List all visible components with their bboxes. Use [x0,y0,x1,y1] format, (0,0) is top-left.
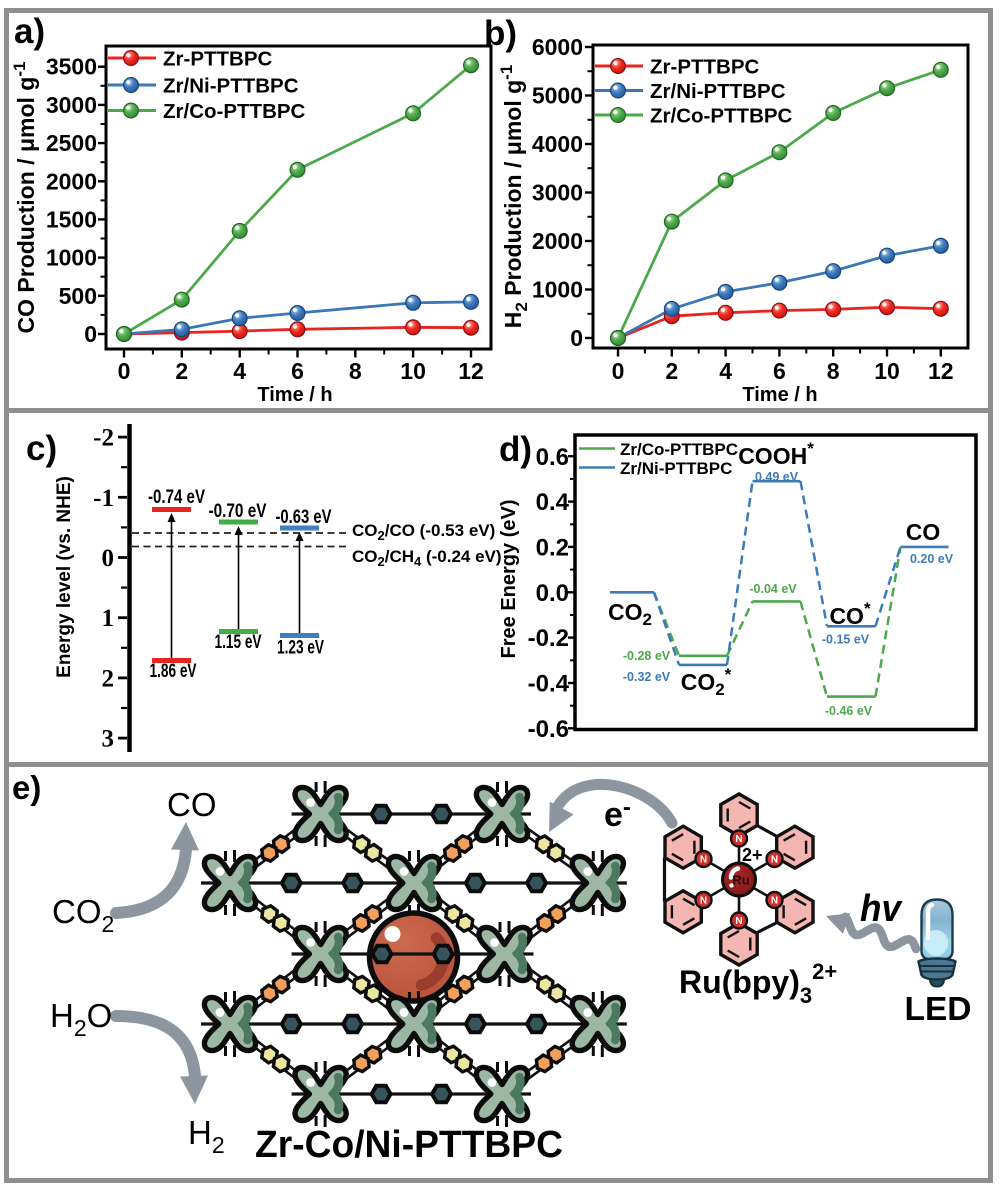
svg-text:2000: 2000 [46,168,97,194]
svg-text:N: N [771,855,778,866]
svg-text:-0.6: -0.6 [528,716,569,743]
svg-text:0: 0 [84,321,97,347]
svg-text:2: 2 [665,358,678,384]
svg-text:CO2/CO (-0.53 eV): CO2/CO (-0.53 eV) [352,521,495,543]
svg-text:H2 Production / μmol g-1: H2 Production / μmol g-1 [497,65,531,329]
svg-text:0.49 eV: 0.49 eV [755,470,799,484]
svg-text:6: 6 [291,358,304,384]
svg-text:2000: 2000 [532,228,583,254]
svg-text:LED: LED [905,990,972,1027]
svg-text:8: 8 [827,358,840,384]
svg-text:Free Energy (eV): Free Energy (eV) [498,500,520,659]
svg-text:12: 12 [928,358,954,384]
svg-text:-0.74 eV: -0.74 eV [148,487,205,508]
svg-text:a): a) [14,12,45,51]
svg-text:-2: -2 [93,425,114,452]
svg-text:Zr-PTTBPC: Zr-PTTBPC [650,56,760,79]
svg-text:N: N [700,896,707,907]
svg-text:1: 1 [102,605,115,632]
svg-text:500: 500 [59,283,97,309]
svg-text:Zr-PTTBPC: Zr-PTTBPC [163,48,273,71]
svg-text:CO2/CH4 (-0.24 eV): CO2/CH4 (-0.24 eV) [352,547,502,569]
svg-text:0.4: 0.4 [536,489,570,516]
svg-text:6000: 6000 [532,34,583,60]
svg-text:-0.15 eV: -0.15 eV [822,633,870,647]
svg-text:3000: 3000 [46,92,97,118]
svg-text:b): b) [484,14,517,53]
svg-text:-1: -1 [93,485,114,512]
svg-text:Time / h: Time / h [742,384,817,406]
svg-text:Energy level (vs. NHE): Energy level (vs. NHE) [54,476,75,678]
svg-text:e-: e- [604,794,631,834]
svg-text:10: 10 [874,358,900,384]
svg-text:1000: 1000 [532,277,583,303]
svg-text:0.2: 0.2 [536,534,569,561]
svg-text:3: 3 [102,726,115,753]
svg-text:Ru: Ru [732,873,749,888]
svg-text:CO2: CO2 [52,893,114,937]
svg-text:3000: 3000 [532,180,583,206]
svg-text:CO: CO [906,519,941,545]
svg-text:CO Production / μmol g-1: CO Production / μmol g-1 [10,62,39,334]
svg-text:N: N [735,834,742,845]
svg-text:CO*: CO* [829,599,871,629]
svg-text:8: 8 [349,358,362,384]
svg-text:4: 4 [233,358,246,384]
svg-text:-0.4: -0.4 [528,671,570,698]
svg-text:2+: 2+ [742,845,763,865]
svg-text:Zr-Co/Ni-PTTBPC: Zr-Co/Ni-PTTBPC [255,1124,563,1166]
svg-text:Zr/Ni-PTTBPC: Zr/Ni-PTTBPC [650,80,786,103]
svg-text:2500: 2500 [46,130,97,156]
svg-text:-0.32 eV: -0.32 eV [623,670,671,684]
svg-text:-0.04 eV: -0.04 eV [749,582,797,596]
svg-text:Time / h: Time / h [257,384,332,406]
svg-text:5000: 5000 [532,83,583,109]
svg-text:H2O: H2O [50,997,112,1041]
svg-text:-0.46 eV: -0.46 eV [825,704,873,718]
svg-text:Zr/Ni-PTTBPC: Zr/Ni-PTTBPC [163,75,299,98]
svg-text:-0.63 eV: -0.63 eV [276,507,332,528]
svg-text:2: 2 [102,665,115,692]
svg-text:6: 6 [773,358,786,384]
svg-text:CO2: CO2 [608,599,652,629]
svg-text:4: 4 [719,358,732,384]
svg-text:1.23 eV: 1.23 eV [277,638,324,659]
svg-text:N: N [771,896,778,907]
svg-text:-0.70 eV: -0.70 eV [209,501,267,522]
svg-text:c): c) [26,429,57,468]
svg-text:-0.2: -0.2 [528,625,569,652]
svg-text:CO: CO [167,786,217,823]
svg-text:N: N [700,855,707,866]
svg-text:Zr/Ni-PTTBPC: Zr/Ni-PTTBPC [620,459,732,478]
svg-text:Ru(bpy)32+: Ru(bpy)32+ [679,959,837,1008]
svg-text:12: 12 [458,358,484,384]
svg-text:0: 0 [570,325,583,351]
svg-text:0.0: 0.0 [536,580,569,607]
svg-text:4000: 4000 [532,131,583,157]
svg-text:Zr/Co-PTTBPC: Zr/Co-PTTBPC [650,105,793,128]
svg-text:Zr/Co-PTTBPC: Zr/Co-PTTBPC [620,440,738,459]
svg-text:Zr/Co-PTTBPC: Zr/Co-PTTBPC [163,100,306,123]
svg-text:COOH*: COOH* [738,439,814,469]
svg-text:3500: 3500 [46,54,97,80]
svg-text:-0.28 eV: -0.28 eV [623,649,671,663]
svg-text:CO2*: CO2* [681,665,732,699]
svg-text:1500: 1500 [46,206,97,232]
svg-text:0: 0 [102,545,115,572]
svg-text:0.6: 0.6 [536,444,569,471]
svg-text:1000: 1000 [46,245,97,271]
svg-text:0: 0 [118,358,131,384]
svg-text:10: 10 [400,358,426,384]
svg-text:2: 2 [175,358,188,384]
svg-text:d): d) [499,430,532,469]
svg-text:1.15 eV: 1.15 eV [215,632,262,653]
svg-text:H2: H2 [188,1114,225,1158]
svg-text:1.86 eV: 1.86 eV [150,661,197,682]
svg-text:e): e) [12,769,41,806]
svg-text:hv: hv [860,888,903,930]
svg-text:0: 0 [612,358,625,384]
svg-text:0.20 eV: 0.20 eV [910,552,954,566]
svg-text:N: N [735,916,742,927]
